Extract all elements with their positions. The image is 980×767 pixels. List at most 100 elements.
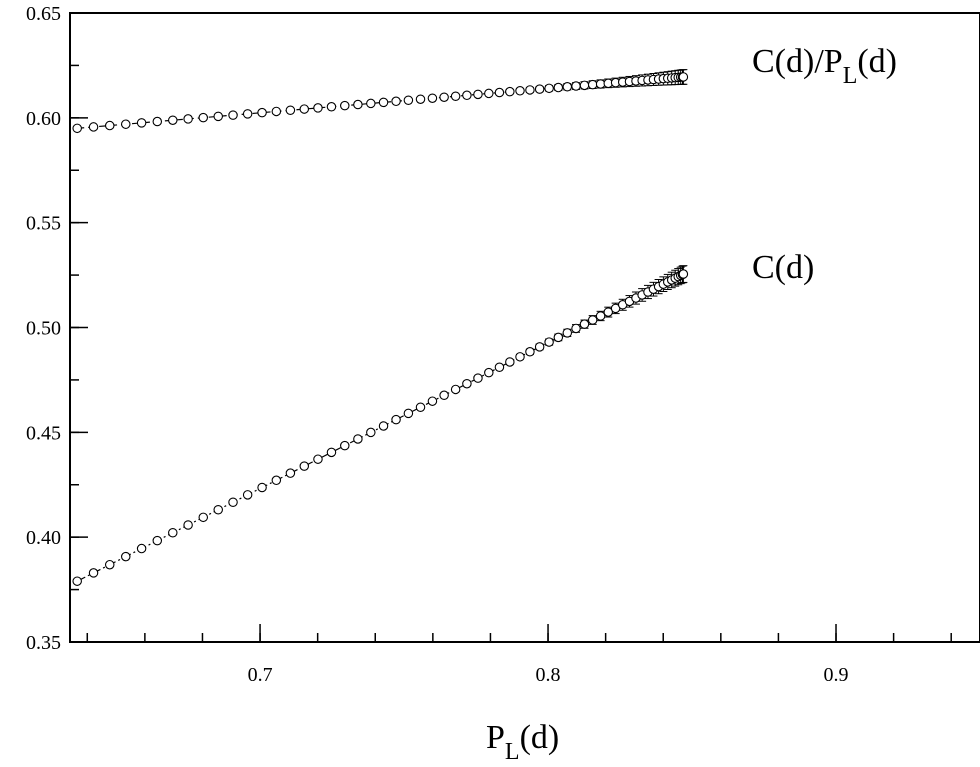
data-point — [391, 414, 401, 425]
data-point — [257, 107, 267, 118]
x-tick-label: 0.9 — [824, 664, 849, 686]
data-point — [340, 440, 350, 451]
data-point — [136, 118, 147, 128]
data-point — [534, 84, 545, 94]
data-point — [257, 482, 267, 493]
data-point — [313, 454, 323, 464]
data-point — [515, 352, 525, 362]
data-point — [473, 89, 483, 100]
data-point — [183, 114, 193, 124]
series-label-ratio: C(d)/PL(d) — [752, 43, 897, 89]
data-point — [299, 104, 310, 114]
data-point — [198, 112, 209, 123]
data-point — [391, 96, 401, 107]
data-point — [353, 434, 363, 444]
data-point — [152, 116, 163, 127]
data-point — [505, 86, 515, 97]
data-point — [366, 98, 376, 109]
data-point — [415, 94, 426, 104]
x-axis-ticks: 0.7 0.8 0.9 — [86, 624, 952, 686]
data-point — [553, 332, 564, 343]
data-point — [439, 92, 449, 102]
data-point — [152, 535, 163, 546]
data-point — [228, 110, 238, 120]
data-point — [104, 559, 115, 570]
x-axis-title: PL(d) — [486, 719, 559, 765]
data-point — [403, 95, 414, 106]
data-point — [242, 490, 253, 500]
data-point — [168, 528, 178, 538]
data-point — [579, 80, 590, 91]
data-point — [462, 378, 472, 389]
data-point — [72, 576, 82, 586]
data-point — [427, 93, 438, 103]
y-tick-label: 0.40 — [26, 527, 61, 549]
data-point — [285, 468, 296, 478]
y-tick-label: 0.60 — [26, 108, 61, 130]
data-point — [525, 347, 535, 357]
data-point — [544, 337, 554, 347]
data-point — [242, 109, 253, 119]
data-point — [544, 83, 554, 94]
data-point — [450, 384, 461, 395]
data-point — [571, 81, 581, 91]
data-point — [228, 497, 238, 507]
data-point — [587, 79, 598, 90]
data-point — [484, 88, 494, 99]
data-point — [271, 475, 282, 486]
data-point — [198, 512, 209, 523]
data-point — [72, 123, 82, 134]
data-point — [168, 115, 178, 125]
data-point — [378, 97, 389, 108]
data-point — [595, 311, 606, 321]
data-point — [603, 307, 614, 317]
data-point — [515, 86, 525, 96]
plot-border — [69, 12, 980, 643]
data-point — [340, 100, 350, 111]
data-point — [439, 390, 449, 401]
data-point — [553, 82, 564, 93]
data-point — [579, 319, 590, 329]
x-tick-label: 0.7 — [248, 664, 273, 686]
data-point — [353, 99, 363, 110]
data-point — [415, 402, 426, 412]
series-label-c: C(d) — [752, 249, 814, 286]
data-point — [313, 103, 323, 113]
data-point — [88, 122, 99, 132]
data-point — [678, 269, 689, 279]
data-point — [473, 373, 483, 383]
data-point — [450, 91, 461, 101]
data-point — [366, 427, 376, 438]
data-point — [562, 328, 573, 338]
data-point — [571, 323, 581, 334]
data-point — [88, 568, 99, 578]
data-point — [403, 408, 414, 419]
data-point — [525, 85, 535, 95]
data-point — [484, 367, 494, 378]
data-point — [136, 543, 147, 554]
y-axis-ticks: 0.35 0.40 0.45 0.50 0.55 0.60 0.65 — [26, 3, 88, 654]
data-point — [299, 461, 310, 471]
data-point — [271, 106, 282, 117]
data-point — [121, 551, 131, 562]
data-point — [562, 82, 573, 92]
data-point — [104, 120, 115, 131]
axes-frame — [69, 12, 980, 643]
y-tick-label: 0.65 — [26, 3, 61, 25]
data-point — [326, 102, 337, 112]
data-point — [494, 362, 505, 372]
series-group — [72, 69, 689, 586]
data-point — [534, 342, 545, 352]
y-tick-label: 0.50 — [26, 318, 61, 340]
x-tick-label: 0.8 — [536, 664, 561, 686]
data-point — [121, 119, 131, 129]
data-point — [494, 87, 505, 98]
data-point — [427, 396, 438, 406]
data-point — [213, 504, 223, 515]
data-point — [326, 447, 337, 458]
data-point — [213, 111, 223, 122]
data-point — [587, 315, 598, 325]
data-point — [183, 520, 193, 530]
y-tick-label: 0.35 — [26, 632, 61, 654]
